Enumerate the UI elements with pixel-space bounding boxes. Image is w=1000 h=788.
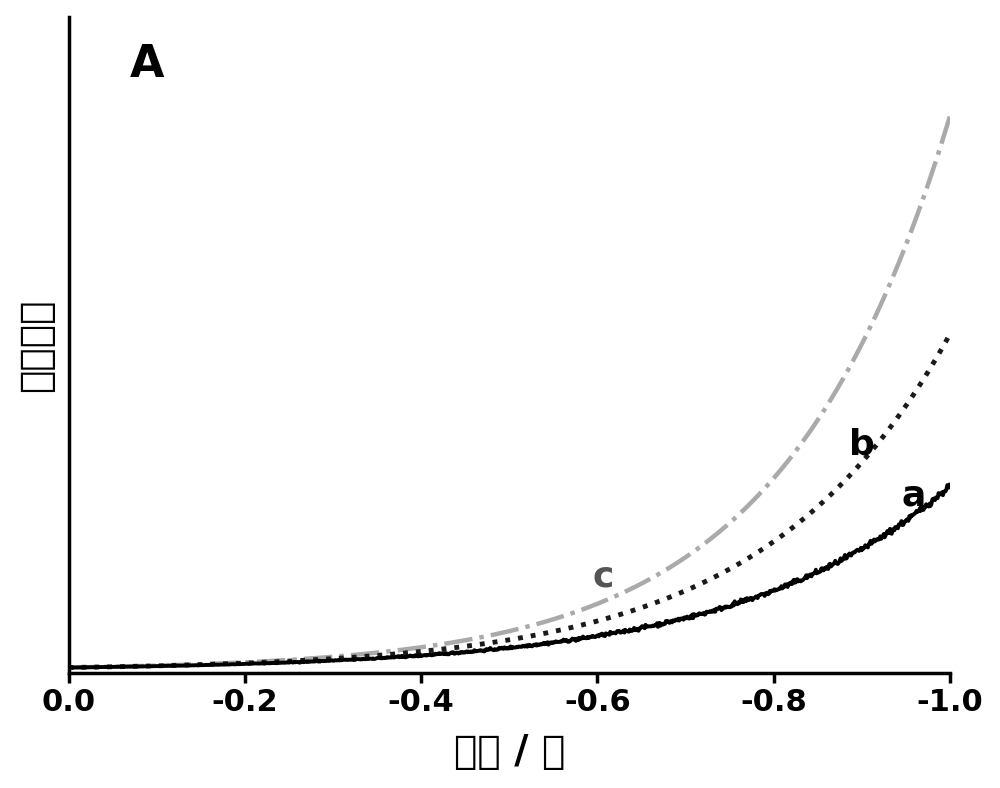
Text: b: b — [849, 428, 874, 462]
Text: a: a — [901, 478, 926, 512]
Text: c: c — [593, 559, 614, 594]
Text: A: A — [130, 43, 165, 86]
Y-axis label: 发光信号: 发光信号 — [17, 298, 55, 392]
X-axis label: 电位 / 伏: 电位 / 伏 — [454, 734, 565, 771]
